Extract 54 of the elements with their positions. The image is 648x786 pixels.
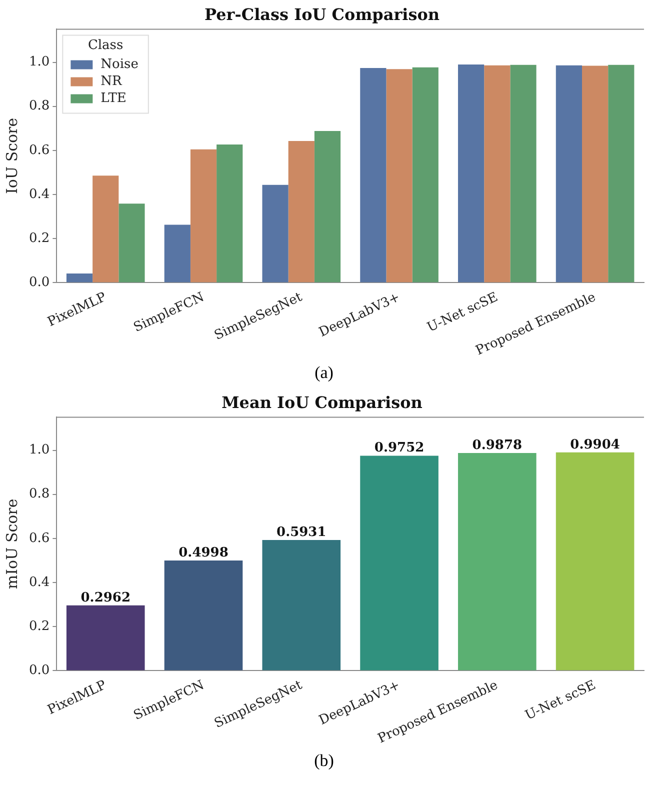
bar xyxy=(484,65,510,282)
bar xyxy=(66,273,93,282)
bar xyxy=(288,140,314,282)
bar xyxy=(164,224,190,282)
y-tick-label: 1.0 xyxy=(28,442,50,458)
bar xyxy=(458,452,536,670)
bar xyxy=(66,605,145,670)
chart-title: Mean IoU Comparison xyxy=(222,392,423,412)
y-tick-label: 1.0 xyxy=(28,54,50,70)
bar xyxy=(262,540,341,670)
bar xyxy=(216,144,243,282)
bar xyxy=(556,452,634,670)
text: (a) xyxy=(314,362,334,384)
data-label: 0.2962 xyxy=(80,590,130,606)
bar xyxy=(360,68,386,282)
bar xyxy=(262,184,288,282)
bar xyxy=(190,149,217,282)
x-tick-label: U-Net scSE xyxy=(425,290,500,336)
y-tick-label: 0.0 xyxy=(28,275,50,290)
bar xyxy=(582,66,608,282)
x-tick-label: U-Net scSE xyxy=(523,678,598,724)
data-label: 0.9752 xyxy=(374,440,424,456)
y-tick-label: 0.2 xyxy=(28,619,50,634)
data-label: 0.9904 xyxy=(570,437,620,452)
bar xyxy=(164,560,243,670)
bar xyxy=(360,456,438,670)
y-axis-title: IoU Score xyxy=(2,118,21,194)
y-tick-label: 0.8 xyxy=(28,486,50,502)
bar xyxy=(458,64,484,282)
y-tick-label: 0.4 xyxy=(28,186,50,202)
bar xyxy=(510,64,536,282)
bar xyxy=(314,131,341,282)
data-label: 0.9878 xyxy=(472,438,522,453)
y-tick-label: 0.2 xyxy=(28,231,50,246)
bar xyxy=(412,67,438,282)
y-tick-label: 0.6 xyxy=(28,142,50,158)
y-tick-label: 0.0 xyxy=(28,663,50,678)
bar xyxy=(92,176,119,282)
y-tick-label: 0.6 xyxy=(28,530,50,546)
y-tick-label: 0.8 xyxy=(28,98,50,114)
legend-label: NR xyxy=(100,74,124,90)
legend-title: Class xyxy=(88,38,124,54)
chart-title: Per-Class IoU Comparison xyxy=(204,4,440,24)
legend-label: Noise xyxy=(100,57,139,72)
bar xyxy=(118,204,145,282)
data-label: 0.4998 xyxy=(178,545,228,560)
y-tick-label: 0.4 xyxy=(28,574,50,590)
text: (b) xyxy=(313,750,335,772)
data-label: 0.5931 xyxy=(276,524,326,540)
y-axis-title: mIoU Score xyxy=(2,498,21,590)
legend-label: LTE xyxy=(100,91,126,106)
bar xyxy=(608,64,634,282)
bar xyxy=(556,65,582,282)
bar xyxy=(386,69,412,282)
